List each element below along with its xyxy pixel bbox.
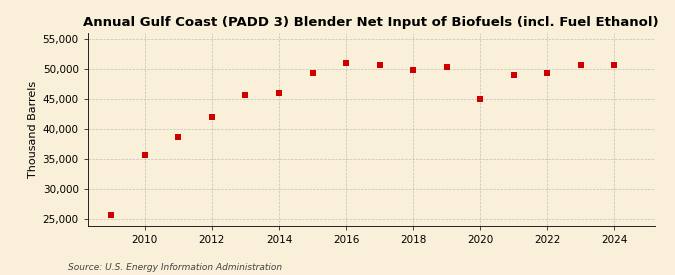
Point bbox=[542, 70, 553, 75]
Point bbox=[173, 135, 184, 139]
Point bbox=[508, 73, 519, 77]
Point bbox=[609, 63, 620, 67]
Point bbox=[374, 63, 385, 68]
Point bbox=[207, 115, 217, 119]
Point bbox=[307, 70, 318, 75]
Point bbox=[576, 63, 587, 68]
Point bbox=[475, 96, 486, 101]
Point bbox=[273, 91, 284, 95]
Title: Annual Gulf Coast (PADD 3) Blender Net Input of Biofuels (incl. Fuel Ethanol): Annual Gulf Coast (PADD 3) Blender Net I… bbox=[84, 16, 659, 29]
Point bbox=[139, 153, 150, 157]
Point bbox=[341, 61, 352, 65]
Point bbox=[408, 67, 418, 72]
Point bbox=[106, 213, 117, 217]
Text: Source: U.S. Energy Information Administration: Source: U.S. Energy Information Administ… bbox=[68, 263, 281, 272]
Point bbox=[441, 65, 452, 69]
Y-axis label: Thousand Barrels: Thousand Barrels bbox=[28, 81, 38, 178]
Point bbox=[240, 93, 251, 97]
